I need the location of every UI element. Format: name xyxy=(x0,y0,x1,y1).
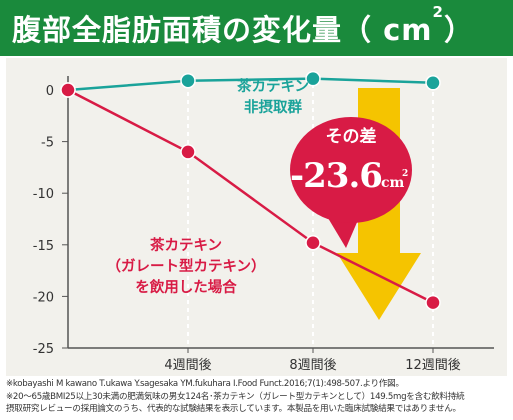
series-label-green: 非摂取群 xyxy=(244,98,302,116)
series-label-green: 茶カテキン xyxy=(237,77,309,95)
bubble-tail xyxy=(328,218,358,248)
series-2-point xyxy=(305,234,321,251)
y-tick-label: -10 xyxy=(33,187,54,202)
title-text: 腹部全脂肪面積の変化量 xyxy=(12,13,343,47)
series-1-point xyxy=(425,75,441,91)
series-label-red: を飲用した場合 xyxy=(135,278,237,296)
unit-open: （ cm xyxy=(342,13,433,47)
series-line-1 xyxy=(67,77,434,92)
unit-sup: 2 xyxy=(432,3,444,22)
chart-panel: 0 -5 -10 -15 -20 -25 4週間後 8週間後 12週間後 茶カテキン 非摂取群 茶カテ… xyxy=(6,58,507,376)
y-tick-label: 0 xyxy=(46,84,54,99)
x-tick-label: 12週間後 xyxy=(405,358,461,373)
series-line-2 xyxy=(67,88,434,304)
series-2-point xyxy=(425,294,441,311)
difference-unit: cm xyxy=(381,175,405,191)
y-tick-label: -20 xyxy=(33,290,54,305)
series-1-point xyxy=(305,70,321,87)
page-title: 腹部全脂肪面積の変化量 （ cm2） xyxy=(0,0,513,56)
y-tick-label: -5 xyxy=(41,136,54,151)
difference-bubble xyxy=(290,117,412,223)
series-2-point xyxy=(60,82,76,98)
series-label-red: 茶カテキン xyxy=(150,236,222,254)
title-unit: （ cm2） xyxy=(342,3,474,49)
unit-close: ） xyxy=(443,13,474,47)
footnote-line-3: 摂取研究レビューの採用論文のうち、代表的な試験結果を表示しています。本製品を用い… xyxy=(6,404,461,414)
footnote-line-2: ※20～65歳BMI25以上30未満の肥満気味の男女124名･茶カテキン（ガレー… xyxy=(6,391,465,402)
y-tick-label: -25 xyxy=(33,342,54,357)
difference-label: その差 xyxy=(326,126,377,147)
difference-value: -23.6 xyxy=(290,156,382,196)
series-1-point xyxy=(180,72,196,89)
x-tick-label: 4週間後 xyxy=(164,358,211,373)
y-tick-label: -15 xyxy=(33,239,54,254)
footnote: ※kobayashi M kawano T.ukawa Y.sagesaka Y… xyxy=(6,378,510,416)
series-2-point xyxy=(180,144,196,160)
footnote-line-1: ※kobayashi M kawano T.ukawa Y.sagesaka Y… xyxy=(6,379,404,389)
x-tick-label: 8週間後 xyxy=(289,358,336,373)
series-label-red: （ガレート型カテキン） xyxy=(106,257,265,275)
difference-unit-sup: 2 xyxy=(402,169,408,179)
